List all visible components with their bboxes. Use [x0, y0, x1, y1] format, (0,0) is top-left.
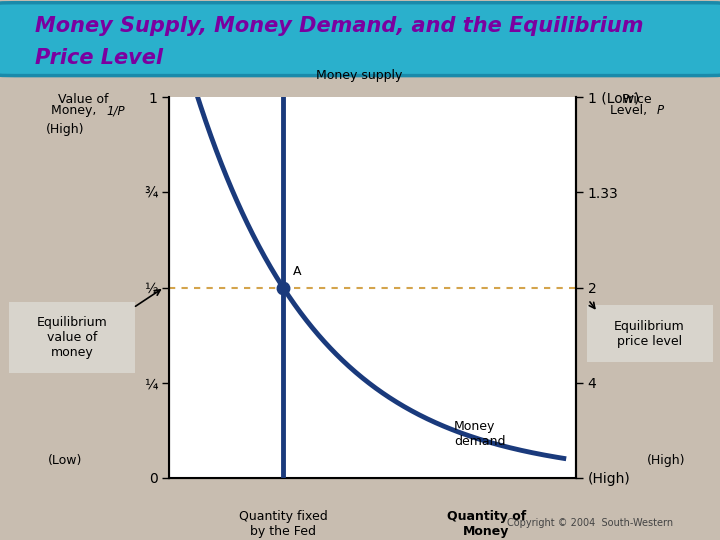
Text: P: P — [657, 104, 664, 117]
Text: Money Supply, Money Demand, and the Equilibrium: Money Supply, Money Demand, and the Equi… — [35, 16, 644, 36]
Text: Equilibrium
value of
money: Equilibrium value of money — [37, 316, 107, 359]
Text: A: A — [293, 265, 302, 278]
Text: (Low): (Low) — [48, 454, 82, 467]
Text: Level,: Level, — [610, 104, 652, 117]
Text: Value of: Value of — [58, 93, 108, 106]
Text: Money
demand: Money demand — [454, 420, 505, 448]
Text: Quantity of
Money: Quantity of Money — [447, 510, 526, 538]
FancyBboxPatch shape — [0, 3, 720, 76]
Text: 1/P: 1/P — [107, 104, 125, 117]
Text: Quantity fixed
by the Fed: Quantity fixed by the Fed — [239, 510, 328, 538]
Text: (High): (High) — [647, 454, 685, 467]
Text: Price: Price — [622, 93, 652, 106]
Text: Money,: Money, — [51, 104, 100, 117]
Text: (High): (High) — [45, 123, 84, 136]
Text: Equilibrium
price level: Equilibrium price level — [614, 320, 685, 348]
Text: Price Level: Price Level — [35, 48, 163, 68]
Text: Money supply: Money supply — [315, 69, 402, 82]
Text: Copyright © 2004  South-Western: Copyright © 2004 South-Western — [508, 518, 673, 528]
